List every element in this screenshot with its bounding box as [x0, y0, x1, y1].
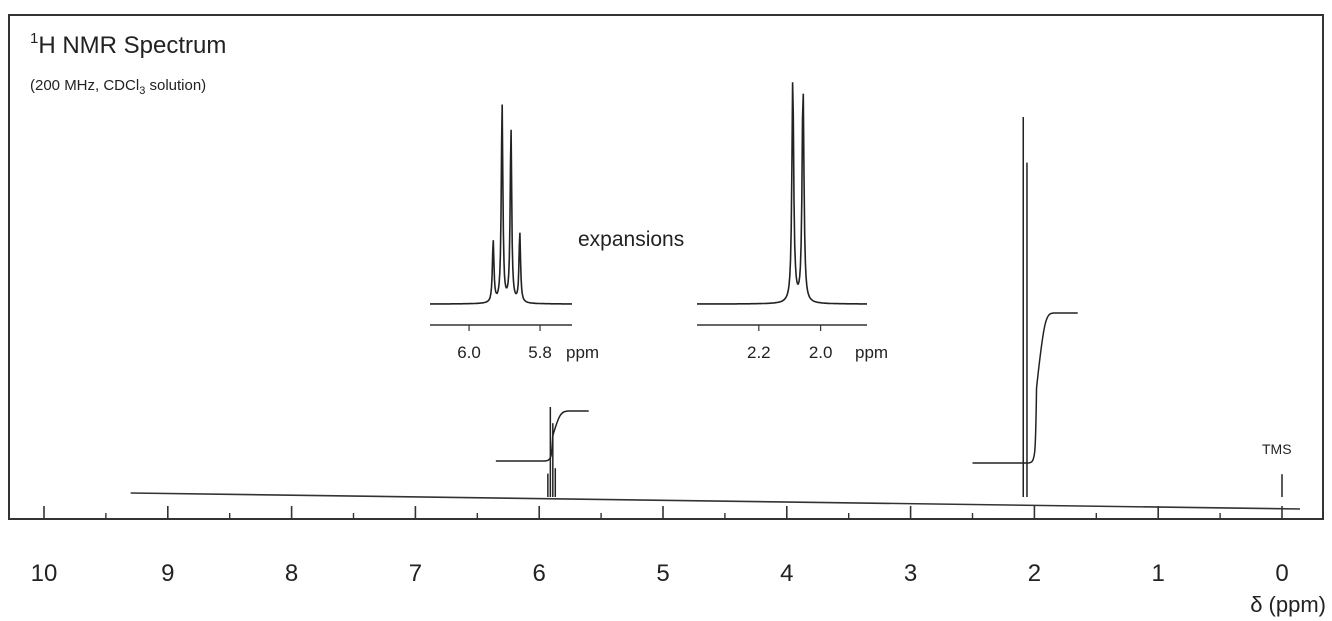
expansions-label: expansions: [578, 228, 685, 251]
tick-label: 0: [1275, 560, 1288, 587]
subtitle-subscript: 3: [139, 85, 146, 97]
title-text: H NMR Spectrum: [38, 32, 227, 59]
spectrum-frame: [8, 14, 1324, 520]
integral-trace: [972, 312, 1078, 464]
tick-label: 3: [904, 560, 917, 587]
tick-label: 10: [31, 560, 58, 587]
inset-spectrum-line: [430, 104, 572, 305]
tick-label: 4: [780, 560, 793, 587]
inset-spectrum-line: [697, 82, 867, 305]
tick-label: 2: [1028, 560, 1041, 587]
tick-label: 5: [656, 560, 669, 587]
subtitle-text-after: solution): [145, 77, 207, 94]
x-axis-label: δ (ppm): [1250, 592, 1326, 617]
chart-title: 1H NMR Spectrum: [30, 30, 226, 60]
inset-tick-label: 5.8: [528, 343, 552, 362]
inset-tick-label: 2.2: [747, 343, 771, 362]
subtitle-text-before: (200 MHz, CDCl: [30, 77, 140, 94]
inset-tick-label: 6.0: [457, 343, 481, 362]
tick-label: 8: [285, 560, 298, 587]
integral-trace: [495, 410, 589, 462]
inset-tick-label: 2.0: [809, 343, 833, 362]
tick-label: 1: [1152, 560, 1165, 587]
chart-subtitle: (200 MHz, CDCl3 solution): [30, 77, 206, 97]
spectrum-baseline: [130, 492, 1301, 510]
inset-unit-label: ppm: [855, 343, 888, 362]
inset-unit-label: ppm: [566, 343, 599, 362]
tick-label: 6: [533, 560, 546, 587]
tick-label: 7: [409, 560, 422, 587]
title-superscript: 1: [30, 30, 39, 47]
peak-label-tms: TMS: [1262, 441, 1292, 457]
tick-label: 9: [161, 560, 174, 587]
